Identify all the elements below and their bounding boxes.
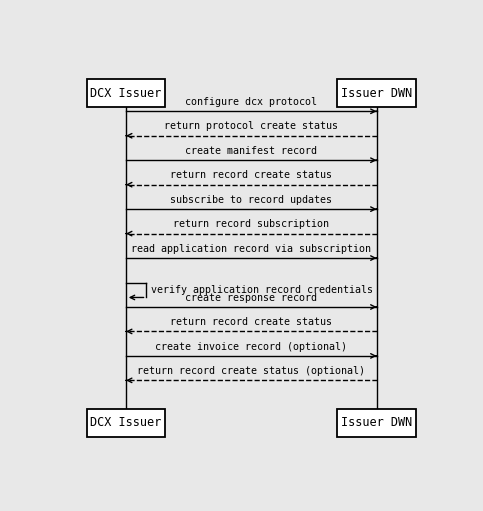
- Text: return protocol create status: return protocol create status: [164, 122, 338, 131]
- Bar: [337, 409, 416, 437]
- Bar: [86, 409, 165, 437]
- Text: return record subscription: return record subscription: [173, 219, 329, 229]
- Bar: [337, 79, 416, 107]
- Text: return record create status: return record create status: [170, 170, 332, 180]
- Text: subscribe to record updates: subscribe to record updates: [170, 195, 332, 205]
- Text: create invoice record (optional): create invoice record (optional): [155, 341, 347, 352]
- Text: Issuer DWN: Issuer DWN: [341, 87, 412, 100]
- Text: DCX Issuer: DCX Issuer: [90, 87, 161, 100]
- Text: create response record: create response record: [185, 293, 317, 303]
- Text: return record create status (optional): return record create status (optional): [137, 366, 365, 376]
- Text: read application record via subscription: read application record via subscription: [131, 244, 371, 254]
- Text: Issuer DWN: Issuer DWN: [341, 416, 412, 429]
- Text: verify application record credentials: verify application record credentials: [151, 285, 373, 295]
- Text: DCX Issuer: DCX Issuer: [90, 416, 161, 429]
- Text: configure dcx protocol: configure dcx protocol: [185, 97, 317, 107]
- Text: return record create status: return record create status: [170, 317, 332, 327]
- Text: create manifest record: create manifest record: [185, 146, 317, 156]
- Bar: [86, 79, 165, 107]
